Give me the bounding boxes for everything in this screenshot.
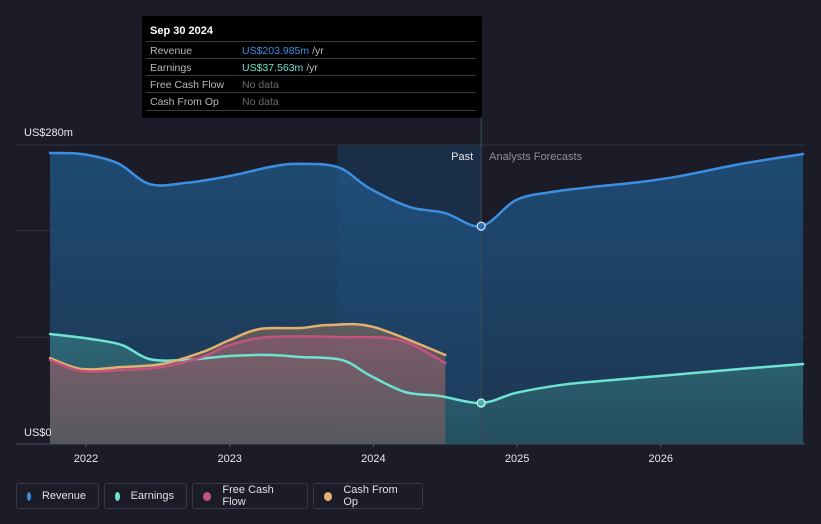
revenue-line — [48, 151, 805, 228]
x-tick-label: 2023 — [217, 453, 241, 465]
y-tick-label-bottom: US$0 — [24, 427, 52, 439]
tooltip-date: Sep 30 2024 — [150, 25, 213, 37]
cash-from-op-line — [48, 322, 447, 371]
tooltip-row-fcf: Free Cash Flow No data — [146, 75, 476, 93]
legend: Revenue Earnings Free Cash Flow Cash Fro… — [16, 483, 423, 511]
tooltip-label: Cash From Op — [150, 96, 219, 108]
past-label: Past — [451, 151, 473, 163]
legend-item-revenue[interactable]: Revenue — [16, 483, 99, 509]
tooltip-value: No data — [242, 96, 279, 108]
fcf-dot-icon — [203, 491, 212, 501]
x-tick-label: 2022 — [74, 453, 98, 465]
tooltip-row-earnings: Earnings US$37.563m /yr — [146, 58, 476, 76]
earnings-marker[interactable] — [476, 398, 486, 408]
legend-label: Free Cash Flow — [222, 484, 274, 508]
series-areas — [50, 152, 804, 445]
x-tick-label: 2025 — [505, 453, 529, 465]
tooltip-row-revenue: Revenue US$203.985m /yr — [146, 41, 476, 59]
legend-label: Earnings — [130, 490, 174, 502]
revenue-marker[interactable] — [476, 221, 486, 231]
legend-item-free-cash-flow[interactable]: Free Cash Flow — [192, 483, 308, 509]
forecast-label: Analysts Forecasts — [489, 151, 582, 163]
free-cash-flow-area — [50, 336, 446, 444]
legend-label: Revenue — [41, 490, 86, 502]
tooltip-label: Earnings — [150, 62, 192, 74]
cfo-dot-icon — [324, 491, 333, 501]
earnings-value: US$37.563m — [242, 62, 304, 74]
series-lines — [48, 151, 805, 405]
tooltip-value: US$37.563m /yr — [242, 62, 318, 74]
unit: /yr — [312, 45, 324, 57]
tooltip-value: US$203.985m /yr — [242, 45, 324, 57]
markers — [476, 221, 486, 408]
x-tick-label: 2026 — [649, 453, 673, 465]
tooltip: Sep 30 2024 Revenue US$203.985m /yr Earn… — [142, 16, 482, 118]
x-tick-label: 2024 — [361, 453, 385, 465]
y-tick-label-top: US$280m — [24, 127, 73, 139]
revenue-dot-icon — [27, 491, 31, 501]
tooltip-label: Revenue — [150, 45, 193, 57]
earnings-line — [48, 332, 805, 405]
tooltip-value: No data — [242, 79, 279, 91]
free-cash-flow-line — [48, 335, 447, 373]
tooltip-row-cfo: Cash From Op No data — [146, 92, 476, 111]
legend-label: Cash From Op — [343, 484, 398, 508]
earnings-dot-icon — [115, 491, 120, 501]
revenue-value: US$203.985m — [242, 45, 310, 57]
legend-item-cash-from-op[interactable]: Cash From Op — [313, 483, 423, 509]
axes: 2022 2023 2024 2025 2026 US$280m US$0 — [24, 127, 673, 465]
unit: /yr — [306, 62, 318, 74]
legend-item-earnings[interactable]: Earnings — [104, 483, 187, 509]
tooltip-label: Free Cash Flow — [150, 79, 225, 91]
